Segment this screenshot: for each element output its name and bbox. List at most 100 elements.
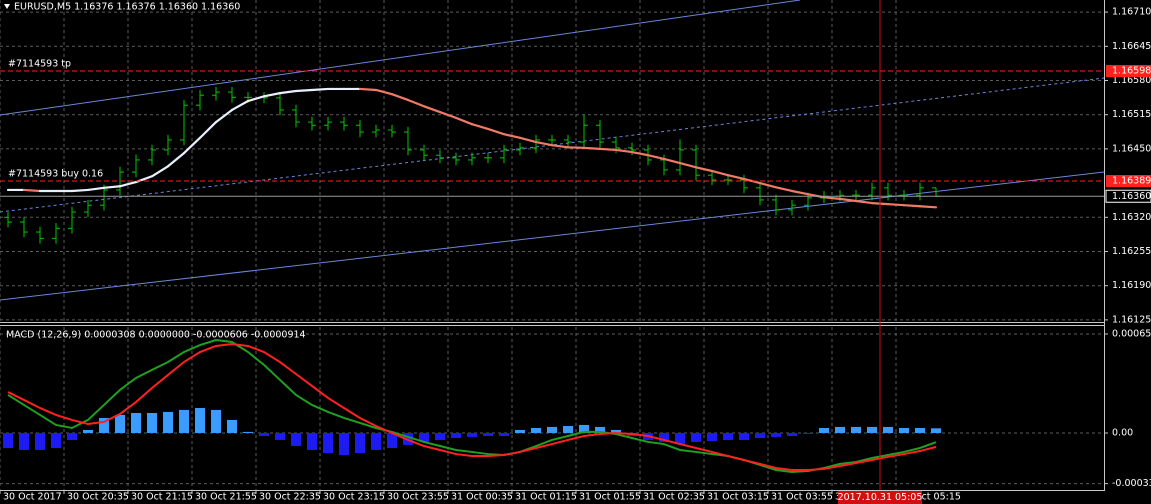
moving-average-segment xyxy=(246,95,266,103)
moving-average-segment xyxy=(182,136,202,155)
x-tick-label: 30 Oct 2017 xyxy=(3,492,62,503)
histogram-bar xyxy=(915,427,925,433)
histogram-bar xyxy=(179,409,189,433)
x-tick-label: 31 Oct 03:15 xyxy=(707,492,769,503)
moving-average-segment xyxy=(118,180,138,188)
moving-average-segment xyxy=(486,127,506,136)
moving-average-segment xyxy=(614,148,634,154)
x-tick-label: 30 Oct 21:15 xyxy=(131,492,193,503)
histogram-bar xyxy=(707,432,717,442)
moving-average-segment xyxy=(518,136,538,144)
moving-average-segment xyxy=(710,169,730,177)
indicator-title: MACD (12,26,9) 0.0000308 0.0000000 -0.00… xyxy=(6,330,306,341)
histogram-bar xyxy=(723,432,733,440)
moving-average-segment xyxy=(550,144,570,149)
histogram-bar xyxy=(691,432,701,442)
histogram-bar xyxy=(787,432,797,437)
histogram-bar xyxy=(371,432,381,450)
x-tick-label: 31 Oct 05:15 xyxy=(899,492,961,503)
moving-average-segment xyxy=(678,162,698,169)
cursor-time-label: 2017.10.31 05:05 xyxy=(838,492,923,503)
moving-average-segment xyxy=(566,146,586,149)
moving-average-segment xyxy=(438,110,458,119)
moving-average-segment xyxy=(838,197,858,203)
moving-average-segment xyxy=(758,181,778,189)
moving-average-segment xyxy=(262,92,282,98)
histogram-bar xyxy=(323,432,333,454)
bid-price-box xyxy=(1105,189,1151,203)
moving-average-segment xyxy=(390,93,410,102)
histogram-bar xyxy=(899,427,909,433)
histogram-bar xyxy=(803,432,813,435)
moving-average-segment xyxy=(646,154,666,160)
chart-title: EURUSD,M5 1.16376 1.16376 1.16360 1.1636… xyxy=(14,2,240,13)
y-tick-label: 0.000653 xyxy=(1112,328,1151,339)
histogram-bar xyxy=(739,432,749,440)
y-tick-label: 1.16190 xyxy=(1112,280,1151,291)
histogram-bar xyxy=(307,432,317,450)
histogram-bar xyxy=(227,419,237,433)
histogram-bar xyxy=(819,427,829,433)
moving-average-segment xyxy=(294,88,314,93)
x-tick-label: 31 Oct 03:55 xyxy=(771,492,833,503)
moving-average-segment xyxy=(694,166,714,173)
moving-average-segment xyxy=(230,99,250,112)
moving-average-segment xyxy=(918,205,938,209)
y-tick-label: 1.16515 xyxy=(1112,109,1151,120)
histogram-bar xyxy=(387,432,397,448)
moving-average-segment xyxy=(214,108,234,124)
histogram-bar xyxy=(355,432,365,454)
histogram-bar xyxy=(659,432,669,442)
moving-average-segment xyxy=(598,147,618,152)
indicator-line xyxy=(7,339,937,473)
y-tick-label: 1.16580 xyxy=(1112,75,1151,86)
x-tick-label: 30 Oct 20:35 xyxy=(67,492,129,503)
moving-average-segment xyxy=(790,189,810,196)
histogram-bar xyxy=(563,426,573,433)
x-tick-label: 31 Oct 01:15 xyxy=(515,492,577,503)
moving-average-segment xyxy=(454,116,474,126)
histogram-bar xyxy=(835,426,845,433)
frame xyxy=(0,0,1108,494)
histogram-bar xyxy=(35,432,45,450)
x-tick-label: 31 Oct 02:35 xyxy=(643,492,705,503)
moving-average-segment xyxy=(86,186,106,192)
histogram-bar xyxy=(19,432,29,450)
histogram-bar xyxy=(211,409,221,433)
cursor-time-box xyxy=(838,491,922,504)
histogram-bar xyxy=(275,432,285,440)
histogram-bar xyxy=(51,432,61,448)
x-tick-label: 30 Oct 23:55 xyxy=(387,492,449,503)
histogram-bar xyxy=(483,432,493,437)
symbol-icon xyxy=(4,4,10,9)
histogram-bar xyxy=(851,426,861,433)
histogram-bar xyxy=(67,432,77,440)
histogram-bar xyxy=(867,426,877,433)
histogram-bar xyxy=(147,412,157,433)
histogram-bar xyxy=(195,407,205,433)
y-tick-label: 1.16255 xyxy=(1112,246,1151,257)
histogram-bar xyxy=(115,414,125,433)
moving-average-segment xyxy=(278,89,298,95)
histogram-bar xyxy=(611,429,621,433)
y-tick-label: 0.00 xyxy=(1112,427,1133,438)
order-price-label: 1.16389 xyxy=(1112,175,1151,186)
histogram-bar xyxy=(3,432,13,448)
x-tick-label: 30 Oct 22:35 xyxy=(259,492,321,503)
moving-average-segment xyxy=(374,88,394,96)
moving-average-segment xyxy=(854,199,874,205)
histogram-bar xyxy=(131,412,141,433)
indicator-line xyxy=(7,342,937,471)
x-tick-label: 30 Oct 23:15 xyxy=(323,492,385,503)
histogram-bar xyxy=(243,431,253,433)
x-tick-label: 30 Oct 21:55 xyxy=(195,492,257,503)
moving-average-segment xyxy=(310,87,330,92)
x-tick-label: 31 Oct 00:35 xyxy=(451,492,513,503)
order-price-label: 1.16598 xyxy=(1112,66,1151,77)
histogram-bar xyxy=(675,432,685,445)
histogram-bar xyxy=(499,432,509,437)
marks xyxy=(0,70,1104,473)
y-tick-label: 1.16320 xyxy=(1112,212,1151,223)
x-tick-label: 31 Oct 01:55 xyxy=(579,492,641,503)
moving-average-segment xyxy=(534,140,554,147)
